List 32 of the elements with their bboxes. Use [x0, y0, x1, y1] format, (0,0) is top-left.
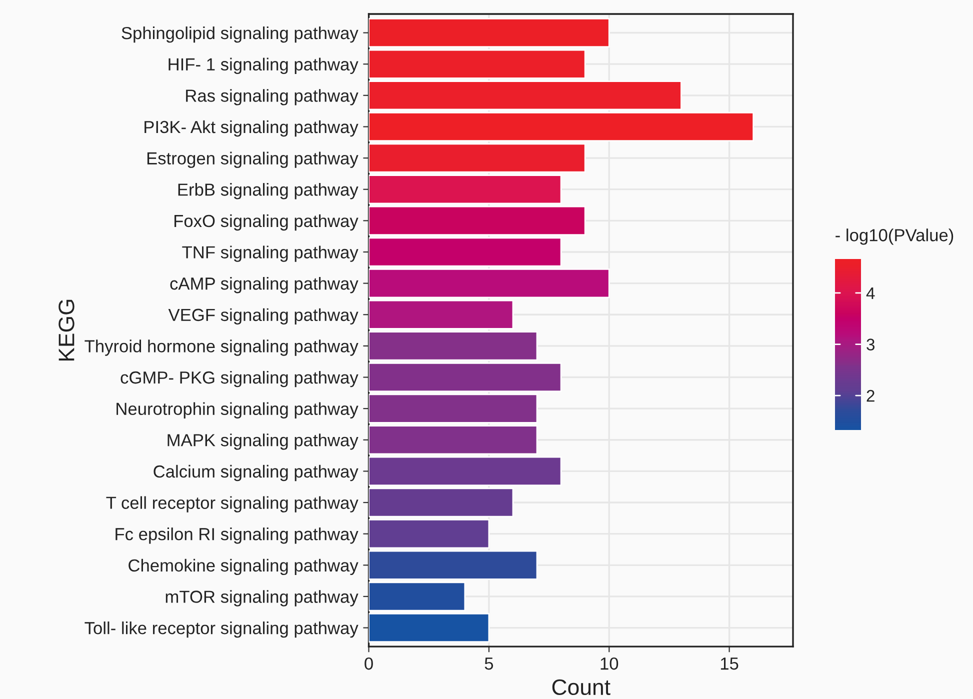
y-tick-label: cAMP signaling pathway	[170, 277, 358, 294]
y-tick-label: ErbB signaling pathway	[178, 183, 358, 200]
y-tick-label: TNF signaling pathway	[182, 246, 358, 262]
y-tick-label: Chemokine signaling pathway	[128, 558, 358, 576]
bar	[368, 18, 610, 48]
y-tick-label: HIF- 1 signaling pathway	[168, 58, 358, 74]
y-tick-label: Toll- like receptor signaling pathway	[84, 621, 358, 638]
y-tick-label: MAPK signaling pathway	[168, 434, 358, 450]
y-tick-label: FoxO signaling pathway	[174, 214, 358, 231]
x-tick-label: 0	[364, 657, 373, 670]
y-axis-title: KEGG	[58, 300, 74, 361]
y-tick-label: Sphingolipid signaling pathway	[122, 26, 358, 43]
y-tick-label: Estrogen signaling pathway	[147, 152, 358, 168]
y-tick-label: Fc epsilon RI signaling pathway	[116, 528, 358, 544]
x-tick-label: 10	[600, 657, 618, 670]
y-tick-label: cGMP- PKG signaling pathway	[120, 370, 358, 388]
color-bar-title: - log10(PValue)	[836, 228, 954, 245]
color-bar-label: 4	[866, 288, 875, 300]
y-tick-label: VEGF signaling pathway	[168, 308, 358, 325]
y-tick-label: mTOR signaling pathway	[166, 590, 358, 606]
color-bar-label: 2	[866, 390, 874, 402]
x-tick-label: 15	[720, 658, 738, 670]
bar	[368, 362, 562, 392]
y-tick-label: Neurotrophin signaling pathway	[116, 402, 358, 418]
y-tick-label: PI3K- Akt signaling pathway	[144, 120, 358, 137]
y-tick-label: Ras signaling pathway	[186, 89, 358, 106]
color-bar-label: 3	[866, 338, 875, 350]
y-tick-label: T cell receptor signaling pathway	[106, 496, 358, 512]
x-axis-title: Count	[552, 679, 610, 696]
y-tick-label: Calcium signaling pathway	[154, 464, 358, 482]
y-tick-label: Thyroid hormone signaling pathway	[84, 340, 358, 356]
x-tick-label: 5	[484, 658, 494, 670]
